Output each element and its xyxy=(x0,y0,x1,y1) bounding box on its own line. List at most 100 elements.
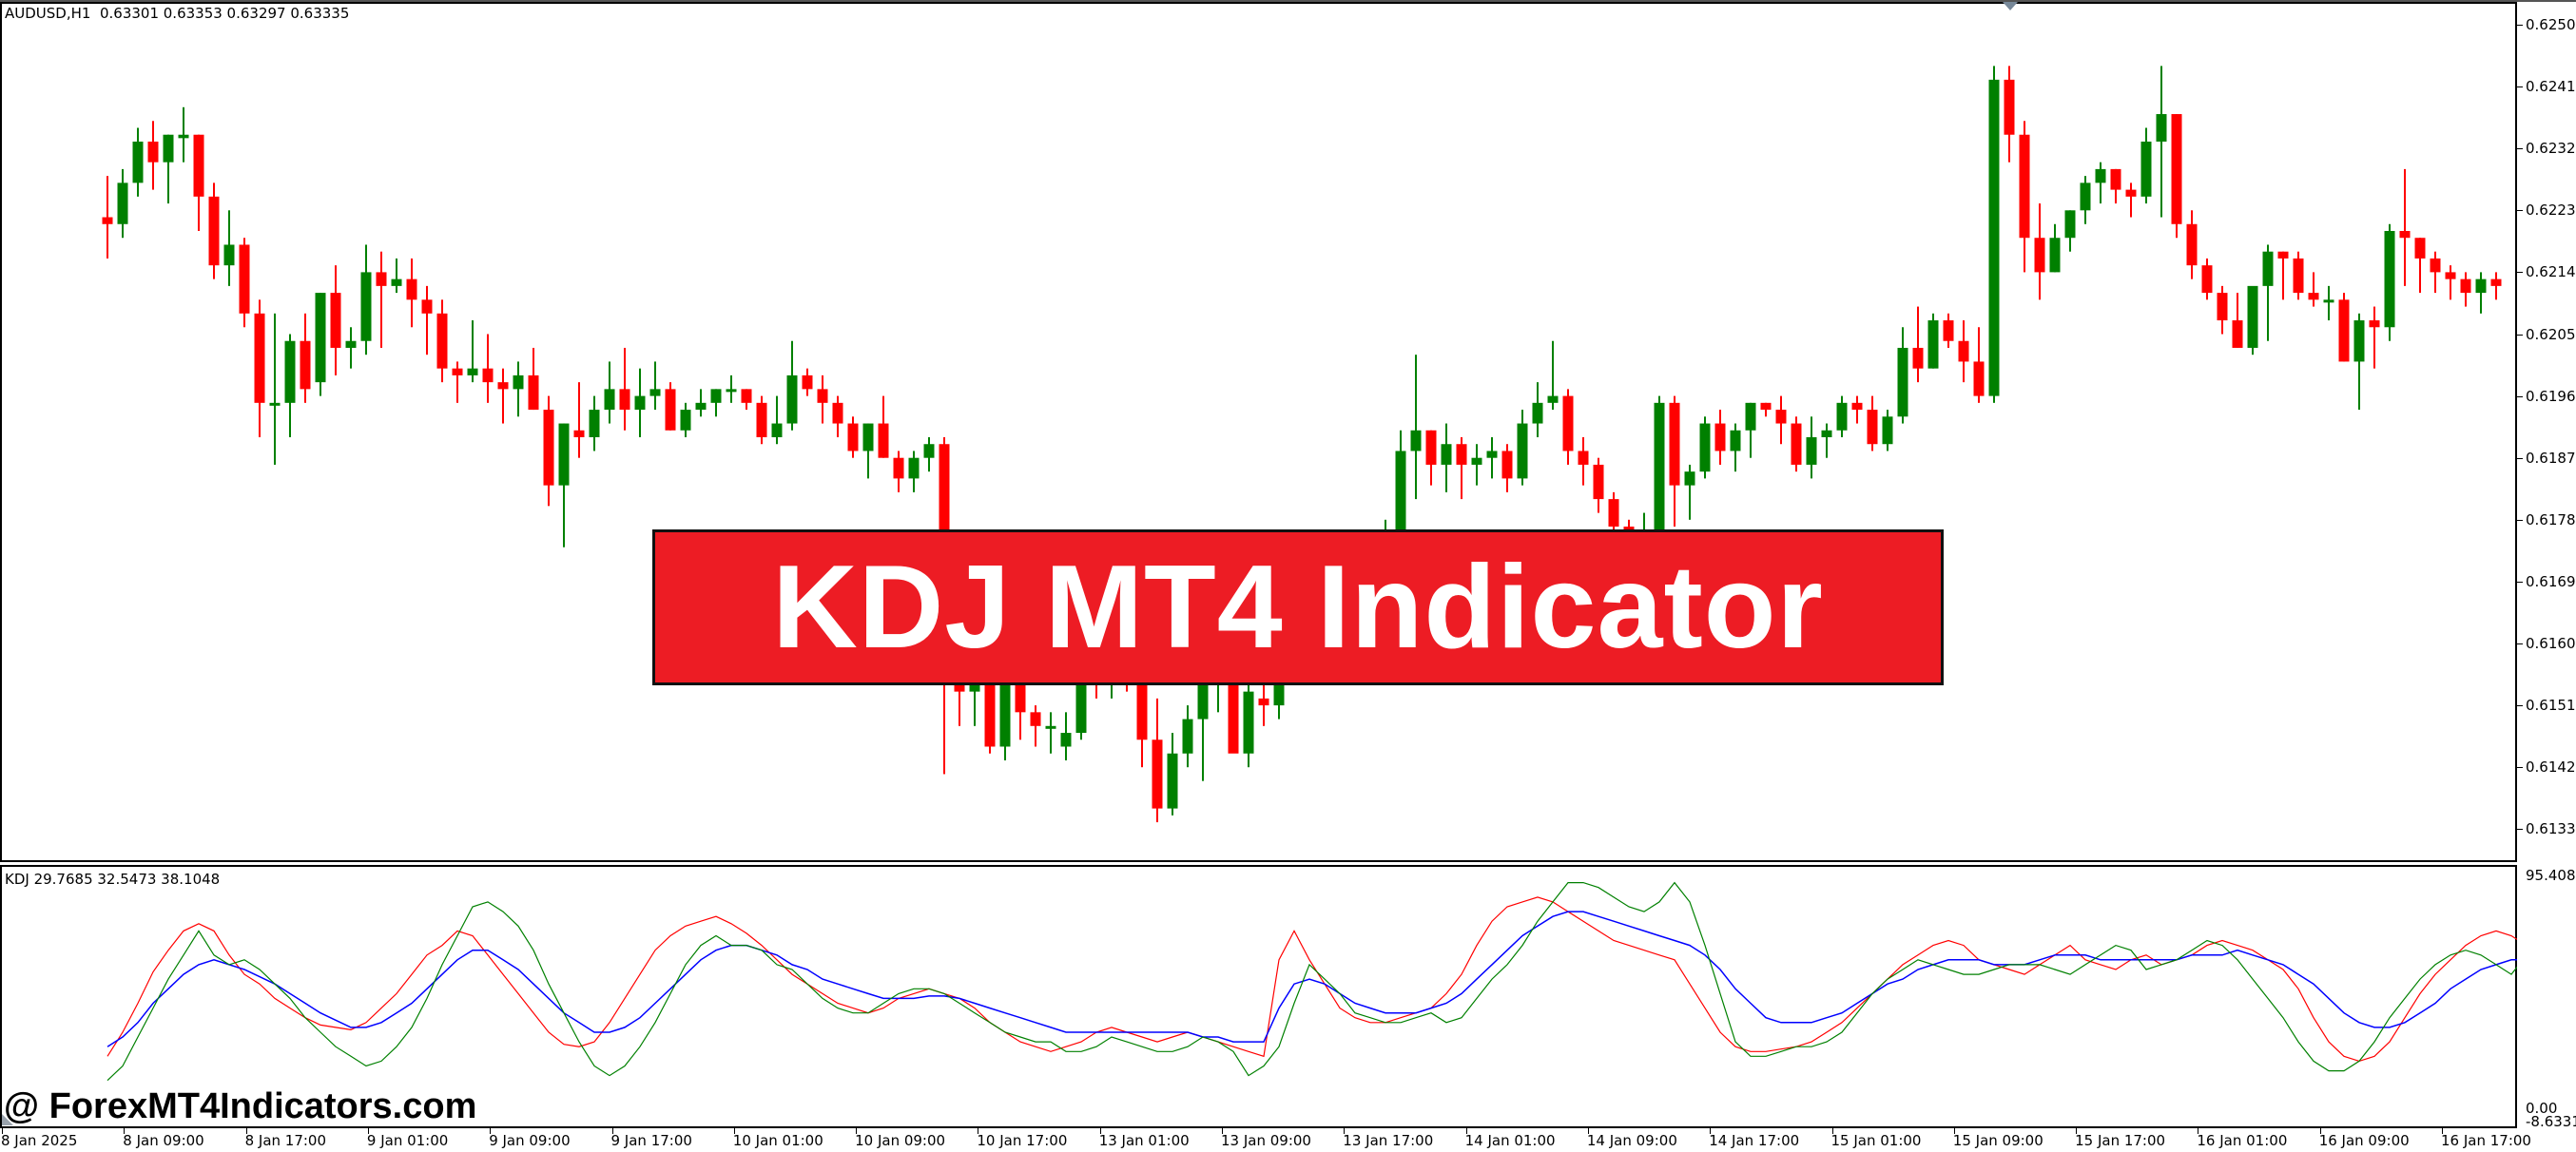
bear-candle xyxy=(573,382,585,458)
time-tick-label: 13 Jan 09:00 xyxy=(1221,1132,1311,1149)
chart-shift-marker-icon[interactable] xyxy=(2003,2,2018,10)
bull-candle xyxy=(1882,410,1893,451)
bull-candle xyxy=(1821,423,1832,458)
bear-candle xyxy=(2338,293,2350,362)
bear-candle xyxy=(1258,670,1269,726)
time-tick-label: 14 Jan 01:00 xyxy=(1464,1132,1556,1149)
bear-candle xyxy=(832,395,843,437)
bull-candle xyxy=(178,106,189,163)
time-tick-label: 15 Jan 17:00 xyxy=(2075,1132,2166,1149)
bear-candle xyxy=(254,299,265,437)
bull-candle xyxy=(391,258,402,294)
bull-candle xyxy=(2262,244,2274,341)
bear-candle xyxy=(102,176,113,259)
bull-candle xyxy=(1182,705,1193,768)
bull-candle xyxy=(1075,657,1087,740)
time-tick-mark xyxy=(2442,1128,2443,1134)
price-chart-pane[interactable] xyxy=(0,2,2517,862)
bear-candle xyxy=(2490,272,2502,300)
kdj-axis-max: 95.408 xyxy=(2526,867,2576,884)
bull-candle xyxy=(695,389,707,417)
bull-candle xyxy=(1410,355,1422,500)
kdj-axis-min: -8.6331 xyxy=(2526,1113,2576,1130)
time-tick-mark xyxy=(245,1128,247,1134)
price-tick-mark xyxy=(2517,272,2523,274)
bear-candle xyxy=(665,382,676,431)
bear-candle xyxy=(1791,416,1802,472)
time-tick-mark xyxy=(1710,1128,1712,1134)
bear-candle xyxy=(1593,457,1604,513)
bull-candle xyxy=(908,451,920,492)
bear-candle xyxy=(436,299,448,383)
bear-candle xyxy=(528,347,539,411)
bear-candle xyxy=(817,374,828,424)
bear-candle xyxy=(330,265,341,375)
bear-candle xyxy=(376,251,387,348)
bull-candle xyxy=(1045,712,1056,754)
time-tick-label: 8 Jan 17:00 xyxy=(244,1132,327,1149)
bull-candle xyxy=(710,389,722,417)
bull-candle xyxy=(862,423,874,479)
bull-candle xyxy=(1699,416,1711,479)
bear-candle xyxy=(193,134,204,231)
bear-candle xyxy=(2019,121,2030,273)
bull-candle xyxy=(2140,127,2152,204)
bull-candle xyxy=(1486,437,1498,479)
bull-candle xyxy=(771,395,783,445)
bull-candle xyxy=(2247,285,2258,355)
bear-candle xyxy=(2430,251,2441,294)
price-tick-mark xyxy=(2517,519,2523,521)
bear-candle xyxy=(1973,327,1985,403)
bear-candle xyxy=(1943,313,1954,348)
time-tick-mark xyxy=(490,1128,492,1134)
bull-candle xyxy=(1927,313,1939,369)
corner-triangle-icon xyxy=(2,1114,13,1125)
kdj-j-line xyxy=(107,881,2517,1082)
time-tick-label: 10 Jan 01:00 xyxy=(732,1132,823,1149)
bull-candle xyxy=(1988,66,2000,403)
bull-candle xyxy=(1654,395,1665,541)
bear-candle xyxy=(2217,285,2228,335)
bear-candle xyxy=(2125,182,2137,218)
bull-candle xyxy=(467,320,478,383)
time-tick-label: 9 Jan 17:00 xyxy=(610,1132,692,1149)
bull-candle xyxy=(604,361,615,424)
bear-candle xyxy=(1578,437,1589,486)
bull-candle xyxy=(589,395,600,451)
time-tick-label: 9 Jan 09:00 xyxy=(489,1132,571,1149)
time-tick-mark xyxy=(124,1128,126,1134)
bear-candle xyxy=(1015,670,1026,740)
bull-candle xyxy=(315,293,326,396)
bear-candle xyxy=(2034,203,2045,300)
symbol-ohlc-label: AUDUSD,H1 0.63301 0.63353 0.63297 0.6333… xyxy=(5,5,350,22)
bull-candle xyxy=(1836,395,1848,437)
time-tick-mark xyxy=(856,1128,858,1134)
bear-candle xyxy=(208,182,220,279)
bear-candle xyxy=(2004,66,2015,163)
price-tick-mark xyxy=(2517,705,2523,707)
price-tick-mark xyxy=(2517,395,2523,397)
price-tick-mark xyxy=(2517,767,2523,769)
bear-candle xyxy=(1136,670,1148,768)
bear-candle xyxy=(1425,430,1437,486)
bear-candle xyxy=(2414,238,2426,294)
bear-candle xyxy=(406,258,417,328)
bull-candle xyxy=(1547,340,1559,411)
bear-candle xyxy=(847,416,859,458)
bull-candle xyxy=(1060,712,1072,760)
bear-candle xyxy=(1456,437,1467,500)
price-tick-mark xyxy=(2517,581,2523,583)
bear-candle xyxy=(497,368,509,424)
time-tick-mark xyxy=(1465,1128,1467,1134)
time-tick-mark xyxy=(1953,1128,1955,1134)
bear-candle xyxy=(2186,210,2198,279)
bear-candle xyxy=(756,395,767,445)
time-tick-mark xyxy=(2076,1128,2078,1134)
bear-candle xyxy=(1608,491,1619,541)
